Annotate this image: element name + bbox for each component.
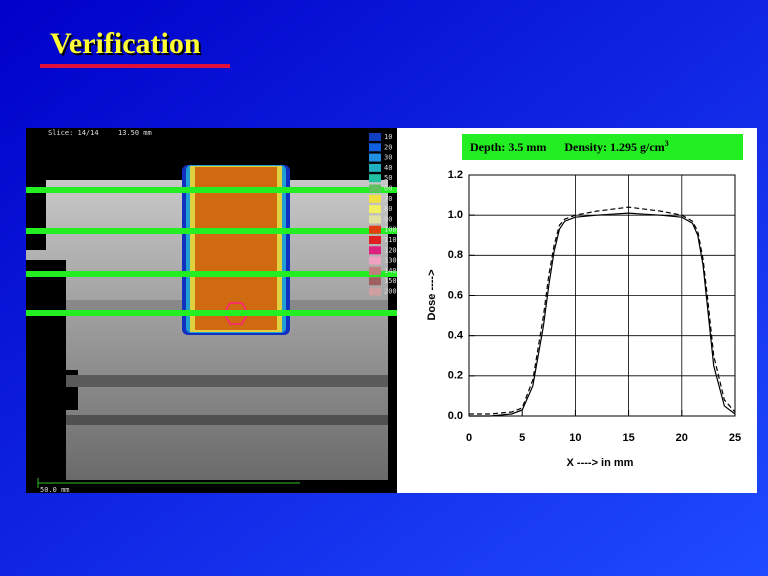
y-tick-label: 0.2 [448, 370, 463, 382]
level-swatch [369, 194, 381, 203]
x-tick-label: 15 [622, 432, 634, 444]
level-label: 40 [384, 164, 392, 172]
level-swatch [369, 287, 381, 296]
depth: Depth: 3.5 mm [470, 140, 546, 154]
level-swatch [369, 225, 381, 234]
level-label: 20 [384, 143, 392, 151]
x-axis-label: X ----> in mm [567, 457, 634, 469]
level-swatch [369, 163, 381, 172]
level-swatch [369, 143, 381, 152]
position-label: 13.50 mm [118, 129, 152, 137]
chart-panel [397, 128, 757, 493]
level-label: 120 [384, 246, 397, 254]
level-swatch [369, 133, 381, 141]
y-tick-label: 0.0 [448, 410, 463, 422]
y-tick-label: 0.6 [448, 289, 463, 301]
level-label: 140 [384, 267, 397, 275]
level-label: 80 [384, 205, 392, 213]
level-label: 60 [384, 185, 392, 193]
y-tick-label: 0.4 [448, 330, 464, 342]
level-swatch [369, 184, 381, 193]
level-swatch [369, 256, 381, 265]
x-tick-label: 25 [729, 432, 741, 444]
dose-profile [469, 212, 736, 417]
level-label: 10 [384, 133, 392, 141]
slide-title: Verification [50, 27, 201, 60]
y-tick-label: 0.8 [448, 249, 463, 261]
ct-image: Slice: 14/14 13.50 mm 50.0 mm 10 20 30 40 50… [26, 128, 397, 494]
y-tick-label: 1.0 [448, 209, 463, 221]
level-swatch [369, 153, 381, 162]
scale-label: 50.0 mm [40, 486, 70, 494]
x-tick-label: 20 [676, 432, 688, 444]
level-swatch [369, 236, 381, 244]
title-underline [40, 64, 230, 68]
level-swatch [369, 205, 381, 214]
annotation: Depth: 3.5 mm Density: 1.295 g/cm3 [470, 139, 669, 154]
level-label: 200 [384, 288, 397, 296]
x-tick-label: 5 [519, 432, 525, 444]
level-label: 90 [384, 215, 392, 223]
level-swatch [369, 174, 381, 183]
level-label: 110 [384, 236, 397, 244]
x-tick-label: 10 [569, 432, 581, 444]
density-power: 3 [665, 139, 669, 148]
level-label: 30 [384, 154, 392, 162]
y-axis-label: Dose ----> [426, 269, 438, 320]
level-swatch [369, 215, 381, 224]
level-swatch [369, 277, 381, 286]
level-label: 150 [384, 277, 397, 285]
dose-profile [469, 206, 736, 415]
title-shadow: Verification [52, 29, 203, 62]
level-label: 130 [384, 257, 397, 265]
level-swatch [369, 246, 381, 255]
x-tick-label: 0 [466, 432, 472, 444]
level-label: 100 [384, 226, 397, 234]
slice-label: Slice: 14/14 [48, 129, 99, 137]
level-swatch [369, 266, 381, 275]
density: Density: 1.295 g/cm [564, 140, 664, 154]
y-tick-label: 1.2 [448, 169, 463, 181]
annotation-box [462, 134, 743, 160]
level-label: 70 [384, 195, 392, 203]
level-label: 50 [384, 174, 392, 182]
